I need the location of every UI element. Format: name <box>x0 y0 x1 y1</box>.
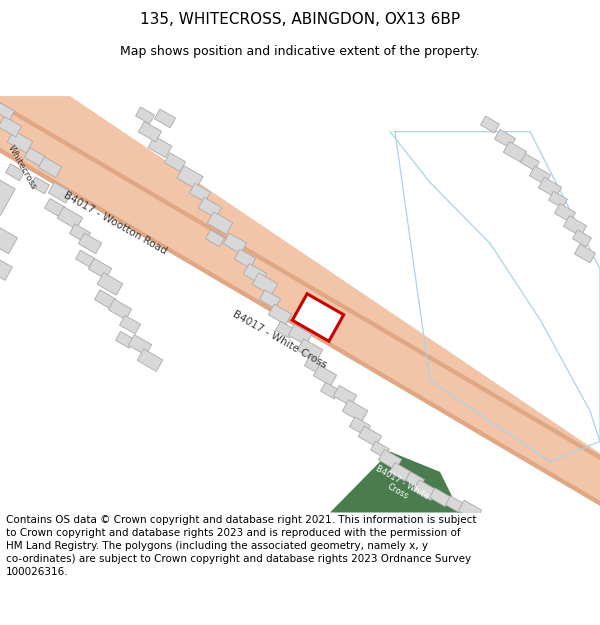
Polygon shape <box>252 272 278 295</box>
Polygon shape <box>137 349 163 371</box>
Polygon shape <box>0 96 600 518</box>
Polygon shape <box>371 441 389 458</box>
Polygon shape <box>136 107 154 124</box>
Polygon shape <box>548 191 568 208</box>
Polygon shape <box>572 230 592 247</box>
Polygon shape <box>574 244 596 263</box>
Polygon shape <box>259 290 281 309</box>
Polygon shape <box>0 180 15 216</box>
Text: 135, WHITECROSS, ABINGDON, OX13 6BP: 135, WHITECROSS, ABINGDON, OX13 6BP <box>140 12 460 27</box>
Polygon shape <box>88 259 112 279</box>
Polygon shape <box>57 207 83 229</box>
Polygon shape <box>413 480 437 501</box>
Text: Map shows position and indicative extent of the property.: Map shows position and indicative extent… <box>120 45 480 58</box>
Polygon shape <box>139 121 161 142</box>
Polygon shape <box>406 472 424 488</box>
Polygon shape <box>177 166 203 189</box>
Polygon shape <box>0 96 600 472</box>
Polygon shape <box>289 324 311 345</box>
Polygon shape <box>379 449 401 470</box>
Polygon shape <box>334 386 356 406</box>
Polygon shape <box>97 272 123 295</box>
Polygon shape <box>109 299 131 319</box>
Polygon shape <box>529 166 551 184</box>
Polygon shape <box>223 233 247 254</box>
Polygon shape <box>31 177 49 194</box>
Polygon shape <box>358 426 382 447</box>
Polygon shape <box>0 142 600 518</box>
Polygon shape <box>342 400 368 422</box>
Polygon shape <box>70 224 91 243</box>
Text: B4017 - White
Cross: B4017 - White Cross <box>369 464 431 510</box>
Polygon shape <box>389 462 410 481</box>
Text: B4017 - Wootton Road: B4017 - Wootton Road <box>62 190 168 256</box>
Polygon shape <box>25 148 46 166</box>
Text: Contains OS data © Crown copyright and database right 2021. This information is : Contains OS data © Crown copyright and d… <box>6 515 476 578</box>
Polygon shape <box>116 331 134 348</box>
Polygon shape <box>94 290 116 309</box>
Polygon shape <box>304 356 326 374</box>
Polygon shape <box>503 142 527 162</box>
Polygon shape <box>206 230 224 247</box>
Polygon shape <box>5 164 25 181</box>
Polygon shape <box>0 223 17 254</box>
Polygon shape <box>563 216 587 236</box>
Polygon shape <box>148 136 172 158</box>
Polygon shape <box>38 157 62 177</box>
Polygon shape <box>275 321 295 338</box>
Polygon shape <box>44 199 65 217</box>
Polygon shape <box>154 109 176 128</box>
Polygon shape <box>79 233 101 254</box>
Polygon shape <box>235 249 256 268</box>
Polygon shape <box>313 365 337 386</box>
Polygon shape <box>538 177 562 198</box>
Polygon shape <box>7 131 33 153</box>
Polygon shape <box>458 500 482 521</box>
Polygon shape <box>164 152 185 171</box>
Polygon shape <box>244 264 266 284</box>
Polygon shape <box>128 334 152 355</box>
Polygon shape <box>521 154 539 171</box>
Polygon shape <box>330 451 460 512</box>
Polygon shape <box>119 315 140 334</box>
Polygon shape <box>349 417 371 436</box>
Polygon shape <box>49 182 71 203</box>
Text: B4017 - White Cross: B4017 - White Cross <box>232 309 329 371</box>
Polygon shape <box>0 103 14 120</box>
Polygon shape <box>430 488 451 507</box>
Text: Whitecross: Whitecross <box>6 143 38 191</box>
Polygon shape <box>268 304 292 325</box>
Polygon shape <box>199 198 221 218</box>
Polygon shape <box>0 257 13 281</box>
Polygon shape <box>292 294 344 341</box>
Polygon shape <box>207 212 233 234</box>
Polygon shape <box>320 382 340 399</box>
Polygon shape <box>0 116 22 137</box>
Polygon shape <box>481 116 499 133</box>
Polygon shape <box>297 339 323 361</box>
Polygon shape <box>554 204 575 222</box>
Polygon shape <box>494 129 515 148</box>
Polygon shape <box>446 496 464 512</box>
Polygon shape <box>190 183 211 202</box>
Polygon shape <box>76 250 94 267</box>
